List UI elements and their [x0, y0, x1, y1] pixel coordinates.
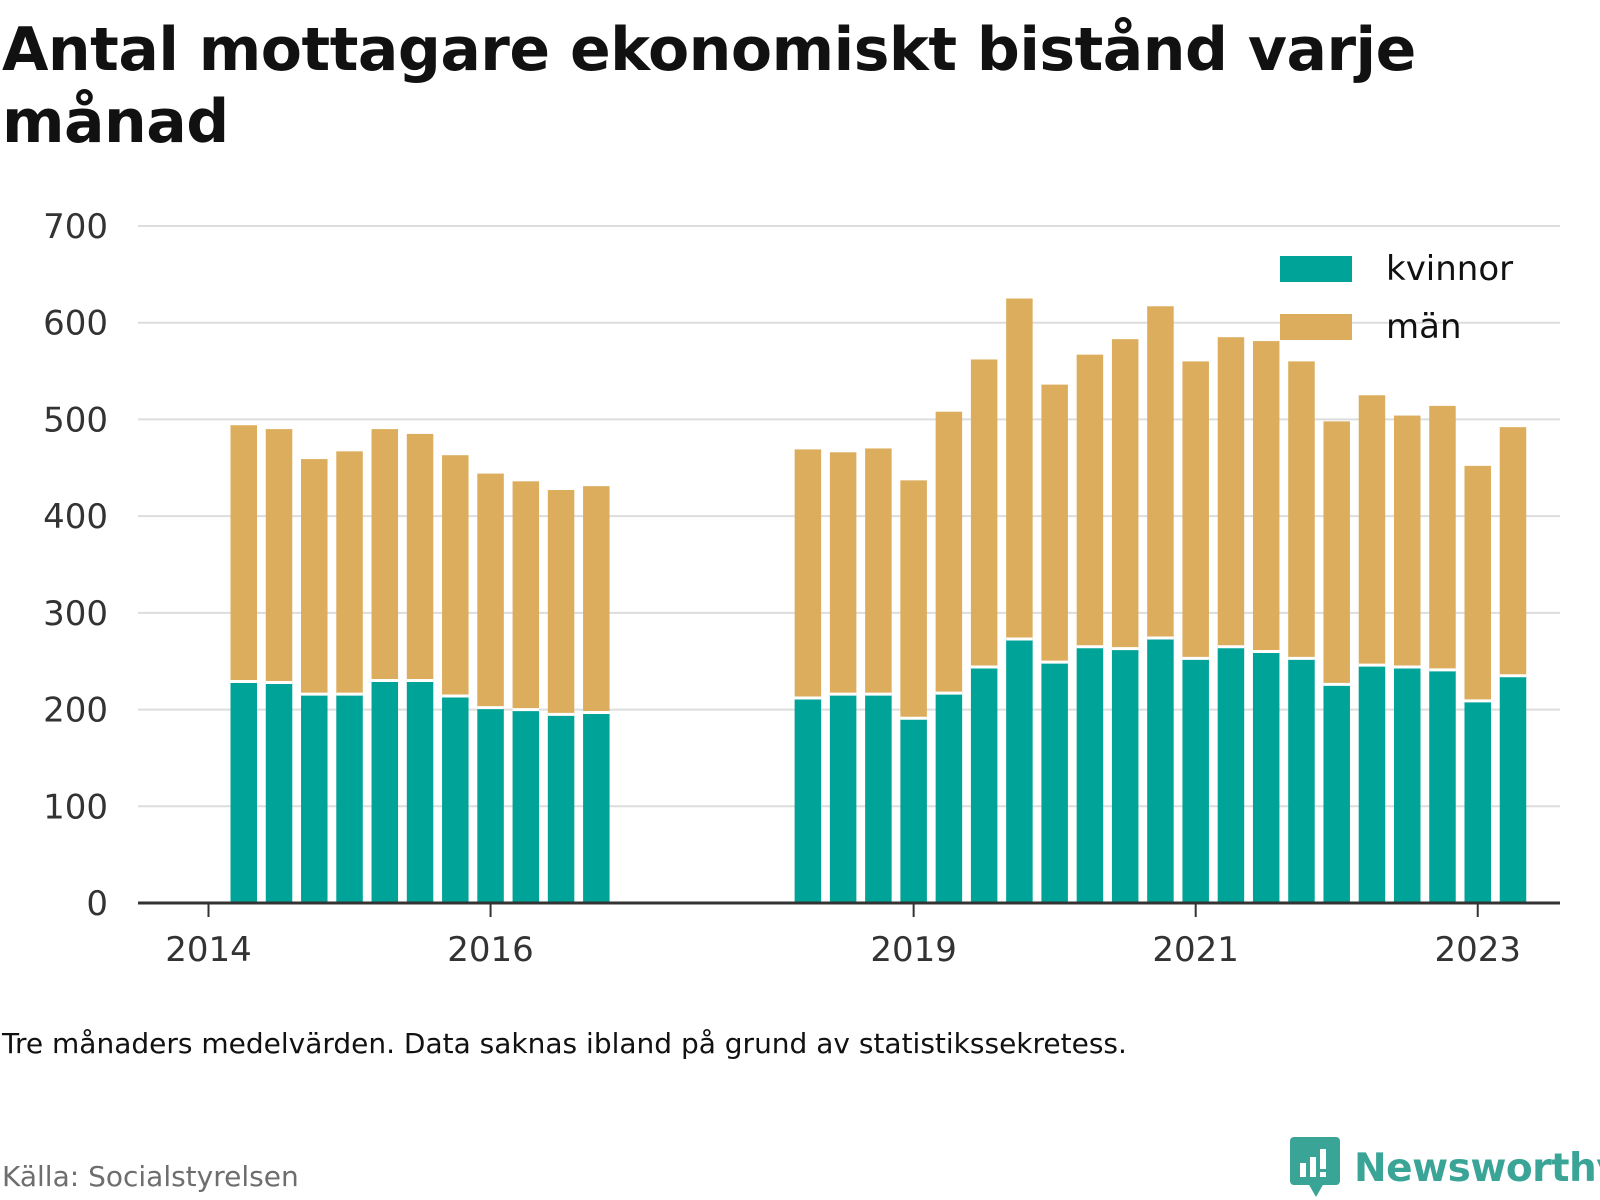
source-text: Källa: Socialstyrelsen	[2, 1160, 299, 1193]
bar-man	[301, 459, 328, 695]
bar-kvinnor	[406, 680, 434, 903]
bar-man	[1111, 339, 1139, 649]
x-tick-label: 2023	[1434, 930, 1521, 970]
bar-kvinnor	[865, 694, 892, 903]
bar-man	[1288, 361, 1315, 659]
bar-man	[1217, 337, 1245, 647]
bar-man	[406, 433, 434, 681]
bar-man	[1464, 465, 1491, 701]
bar-man	[371, 429, 399, 681]
bar-kvinnor	[1111, 648, 1139, 903]
bar-kvinnor	[1393, 667, 1421, 903]
bar-kvinnor	[900, 718, 927, 903]
bar-man	[547, 490, 575, 715]
y-tick-label: 100	[43, 787, 108, 827]
legend-swatch-man	[1280, 314, 1352, 340]
bar-kvinnor	[1182, 658, 1209, 903]
bar-kvinnor	[265, 682, 293, 903]
bar-man	[970, 359, 998, 668]
bar-kvinnor	[583, 712, 610, 903]
bar-kvinnor	[547, 714, 575, 903]
bar-man	[1429, 405, 1456, 670]
bar-kvinnor	[1147, 638, 1174, 903]
bar-man	[1499, 427, 1527, 676]
y-tick-label: 700	[43, 207, 108, 247]
bar-kvinnor	[1288, 658, 1315, 903]
bar-kvinnor	[1041, 662, 1068, 903]
bar-kvinnor	[1217, 646, 1245, 903]
bar-kvinnor	[1499, 675, 1527, 903]
bar-kvinnor	[1076, 646, 1104, 903]
bar-man	[1006, 298, 1033, 639]
bar-kvinnor	[336, 694, 363, 903]
bar-kvinnor	[512, 709, 540, 903]
x-axis	[138, 901, 1560, 917]
bar-man	[935, 411, 963, 694]
bar-kvinnor	[794, 697, 822, 903]
bar-man	[794, 449, 822, 698]
x-tick-label: 2021	[1152, 930, 1239, 970]
chart-note: Tre månaders medelvärden. Data saknas ib…	[2, 1027, 1127, 1060]
legend-item-kvinnor: kvinnor	[1280, 240, 1513, 298]
chart-title: Antal mottagare ekonomiskt bistånd varje…	[2, 15, 1416, 157]
bar-man	[1323, 421, 1350, 685]
bar-man	[442, 455, 469, 697]
bar-kvinnor	[970, 667, 998, 903]
bar-kvinnor	[442, 696, 469, 903]
bar-man	[1358, 395, 1386, 666]
x-axis-labels: 2014 2016 2019 2021 2023	[165, 930, 1521, 970]
legend-item-man: män	[1280, 298, 1513, 356]
x-tick-label: 2019	[870, 930, 957, 970]
y-tick-label: 400	[43, 497, 108, 537]
bar-kvinnor	[301, 694, 328, 903]
bar-man	[230, 425, 258, 682]
bar-kvinnor	[371, 680, 399, 903]
y-tick-label: 500	[43, 400, 108, 440]
y-tick-label: 0	[86, 884, 108, 924]
x-tick-label: 2016	[447, 930, 534, 970]
y-tick-label: 300	[43, 594, 108, 634]
x-tick-label: 2014	[165, 930, 252, 970]
legend-label-kvinnor: kvinnor	[1386, 249, 1514, 289]
bars	[230, 298, 1527, 903]
legend-swatch-kvinnor	[1280, 256, 1352, 282]
bar-man	[1147, 306, 1174, 639]
bar-man	[900, 480, 927, 719]
bar-man	[265, 429, 293, 683]
bar-kvinnor	[477, 707, 504, 903]
bar-man	[865, 448, 892, 695]
y-tick-label: 200	[43, 691, 108, 731]
bar-man	[477, 473, 504, 708]
bar-man	[512, 481, 540, 710]
bar-man	[1393, 415, 1421, 668]
bar-man	[1076, 354, 1104, 647]
bar-man	[1041, 384, 1068, 663]
bar-man	[336, 451, 363, 695]
newsworthy-logo-icon	[1290, 1137, 1340, 1197]
bar-kvinnor	[230, 681, 258, 903]
y-axis-labels: 0 100 200 300 400 500 600 700	[43, 207, 108, 924]
bar-kvinnor	[1252, 651, 1280, 903]
bar-man	[1182, 361, 1209, 659]
bar-kvinnor	[935, 693, 963, 903]
bar-kvinnor	[1358, 665, 1386, 903]
bar-man	[1252, 341, 1280, 652]
y-tick-label: 600	[43, 304, 108, 344]
brand[interactable]: Newsworthy	[1290, 1137, 1600, 1199]
brand-name: Newsworthy	[1354, 1145, 1600, 1191]
bar-kvinnor	[1429, 669, 1456, 903]
bar-kvinnor	[1006, 638, 1033, 903]
bar-kvinnor	[1323, 684, 1350, 903]
bar-kvinnor	[1464, 700, 1491, 903]
legend: kvinnor män	[1280, 240, 1513, 356]
bar-man	[829, 452, 857, 695]
bar-man	[583, 486, 610, 713]
bar-kvinnor	[829, 694, 857, 903]
legend-label-man: män	[1386, 307, 1462, 347]
